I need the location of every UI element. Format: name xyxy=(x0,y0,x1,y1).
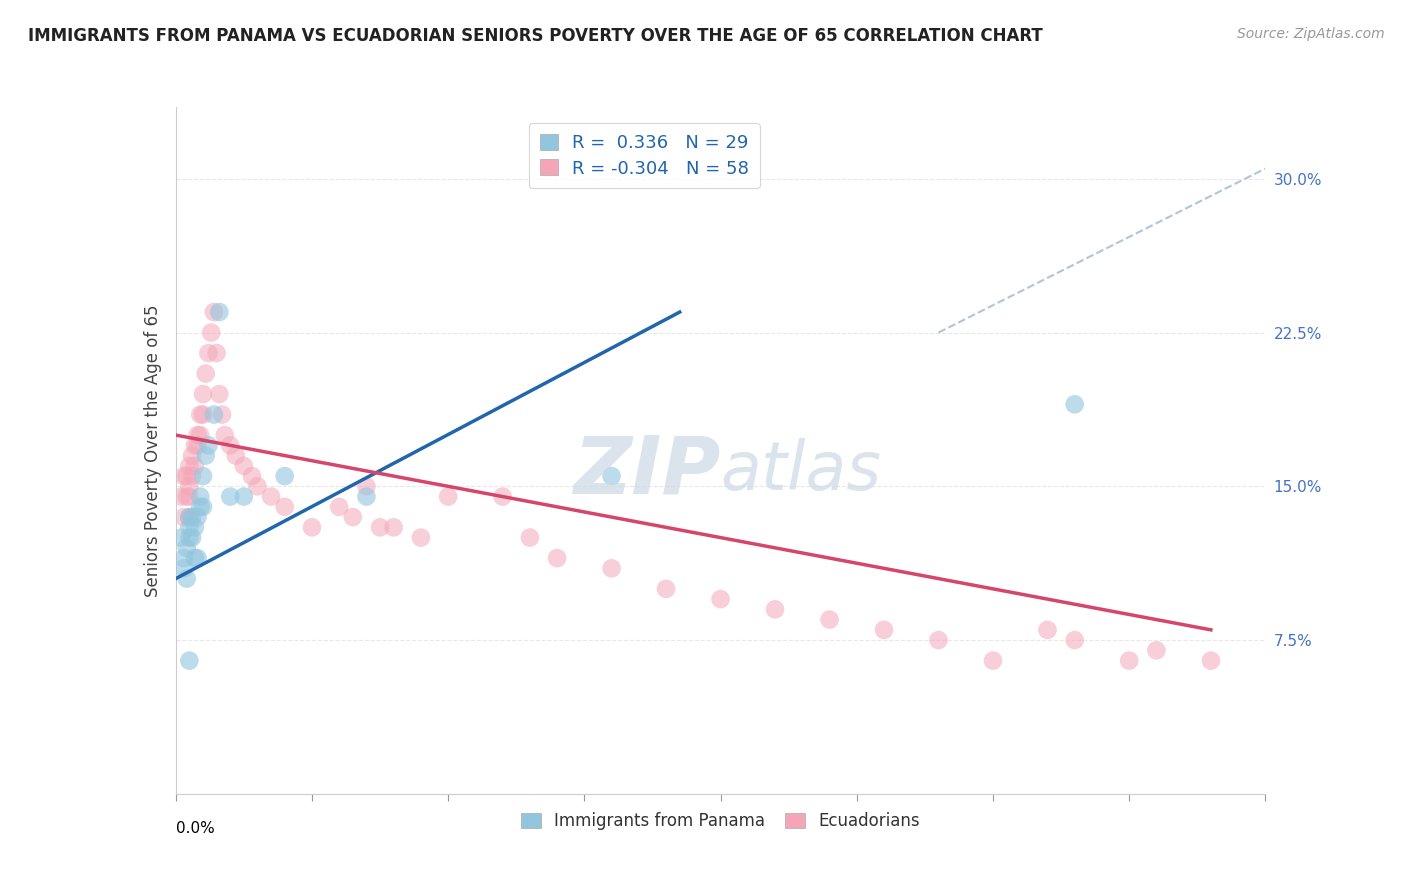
Point xyxy=(655,582,678,596)
Point xyxy=(176,541,198,555)
Point xyxy=(301,520,323,534)
Point xyxy=(179,458,201,473)
Point xyxy=(197,438,219,452)
Text: ZIP: ZIP xyxy=(574,432,721,510)
Point xyxy=(184,458,207,473)
Point xyxy=(188,500,211,514)
Point xyxy=(492,490,515,504)
Point xyxy=(437,490,460,504)
Point xyxy=(1118,654,1140,668)
Point xyxy=(191,500,214,514)
Point xyxy=(179,531,201,545)
Legend: Immigrants from Panama, Ecuadorians: Immigrants from Panama, Ecuadorians xyxy=(515,805,927,837)
Point xyxy=(170,531,193,545)
Point xyxy=(1144,643,1167,657)
Text: atlas: atlas xyxy=(721,438,882,504)
Point xyxy=(818,613,841,627)
Point xyxy=(1199,654,1222,668)
Point xyxy=(873,623,896,637)
Point xyxy=(519,531,541,545)
Point xyxy=(191,387,214,401)
Point xyxy=(181,449,204,463)
Point xyxy=(186,428,209,442)
Point xyxy=(179,510,201,524)
Point xyxy=(202,305,225,319)
Point xyxy=(188,408,211,422)
Point xyxy=(382,520,405,534)
Point xyxy=(179,510,201,524)
Point xyxy=(232,490,254,504)
Point xyxy=(173,510,195,524)
Point xyxy=(225,449,247,463)
Point xyxy=(981,654,1004,668)
Point xyxy=(328,500,350,514)
Point xyxy=(186,551,209,566)
Point xyxy=(1063,397,1085,411)
Point xyxy=(188,490,211,504)
Point xyxy=(1063,633,1085,648)
Point xyxy=(179,520,201,534)
Point xyxy=(200,326,222,340)
Point xyxy=(176,469,198,483)
Point xyxy=(202,408,225,422)
Y-axis label: Seniors Poverty Over the Age of 65: Seniors Poverty Over the Age of 65 xyxy=(143,304,162,597)
Point xyxy=(179,490,201,504)
Point xyxy=(197,346,219,360)
Text: Source: ZipAtlas.com: Source: ZipAtlas.com xyxy=(1237,27,1385,41)
Point xyxy=(208,387,231,401)
Point xyxy=(176,572,198,586)
Point xyxy=(176,490,198,504)
Point xyxy=(219,490,242,504)
Point xyxy=(546,551,568,566)
Point xyxy=(186,438,209,452)
Point xyxy=(211,408,233,422)
Point xyxy=(214,428,236,442)
Point xyxy=(194,449,217,463)
Point xyxy=(208,305,231,319)
Point xyxy=(356,479,378,493)
Text: 0.0%: 0.0% xyxy=(176,822,215,837)
Point xyxy=(1036,623,1059,637)
Point xyxy=(181,510,204,524)
Point xyxy=(205,346,228,360)
Point xyxy=(232,458,254,473)
Point xyxy=(181,469,204,483)
Point xyxy=(181,531,204,545)
Point xyxy=(179,654,201,668)
Point xyxy=(274,469,297,483)
Point xyxy=(184,520,207,534)
Point xyxy=(600,561,623,575)
Point xyxy=(356,490,378,504)
Text: IMMIGRANTS FROM PANAMA VS ECUADORIAN SENIORS POVERTY OVER THE AGE OF 65 CORRELAT: IMMIGRANTS FROM PANAMA VS ECUADORIAN SEN… xyxy=(28,27,1043,45)
Point xyxy=(763,602,786,616)
Point xyxy=(710,592,733,607)
Point xyxy=(274,500,297,514)
Point xyxy=(173,551,195,566)
Point xyxy=(173,561,195,575)
Point xyxy=(368,520,391,534)
Point xyxy=(184,551,207,566)
Point xyxy=(184,438,207,452)
Point xyxy=(170,490,193,504)
Point xyxy=(219,438,242,452)
Point xyxy=(240,469,263,483)
Point xyxy=(342,510,364,524)
Point xyxy=(188,428,211,442)
Point xyxy=(600,469,623,483)
Point xyxy=(409,531,432,545)
Point xyxy=(260,490,283,504)
Point xyxy=(179,479,201,493)
Point xyxy=(191,469,214,483)
Point xyxy=(186,510,209,524)
Point xyxy=(194,367,217,381)
Point xyxy=(246,479,269,493)
Point xyxy=(191,408,214,422)
Point xyxy=(173,469,195,483)
Point xyxy=(928,633,950,648)
